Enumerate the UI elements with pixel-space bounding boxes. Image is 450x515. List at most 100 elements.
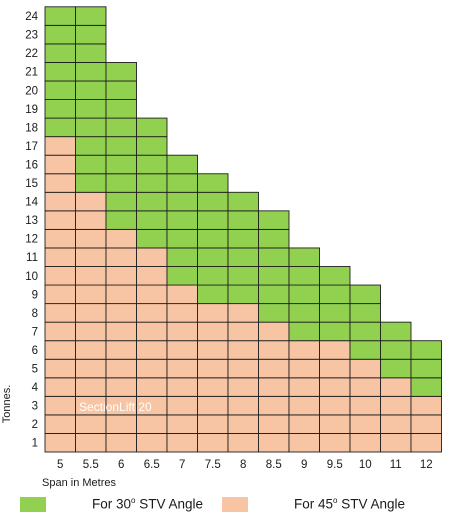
cell-30-span-5-t21: [44, 62, 76, 82]
cell-30-span-10-t9: [349, 284, 381, 305]
cell-30-span-5.5-t23: [75, 24, 107, 45]
cell-30-span-6-t21: [105, 62, 137, 82]
cell-30-span-5-t24: [44, 6, 76, 26]
cell-45-span-5-t4: [44, 377, 76, 397]
cell-45-span-9-t2: [288, 414, 320, 434]
cell-30-span-11-t6: [380, 340, 412, 360]
cell-45-span-8-t1: [227, 433, 259, 453]
cell-30-span-9.5-t7: [319, 321, 351, 342]
cell-30-span-9-t11: [288, 247, 320, 267]
cell-45-span-6-t6: [105, 340, 137, 360]
cell-30-span-6.5-t14: [136, 191, 168, 212]
y-tick-label: 2: [32, 419, 38, 431]
cell-30-span-7-t16: [166, 154, 198, 175]
cell-45-span-9-t6: [288, 340, 320, 360]
cell-45-span-6.5-t4: [136, 377, 168, 397]
cell-45-span-6-t9: [105, 284, 137, 305]
cell-30-span-9.5-t10: [319, 266, 351, 286]
cell-45-span-8.5-t3: [258, 395, 290, 416]
x-tick-label: 9: [301, 459, 307, 471]
cell-45-span-5.5-t10: [75, 266, 107, 286]
cell-30-span-9-t10: [288, 266, 320, 286]
cell-30-span-10-t8: [349, 303, 381, 323]
cell-45-span-8.5-t4: [258, 377, 290, 397]
cell-30-span-5-t22: [44, 43, 76, 63]
cell-30-span-5.5-t18: [75, 117, 107, 138]
cell-30-span-8-t13: [227, 210, 259, 230]
x-tick-label: 6: [118, 459, 124, 471]
y-tick-label: 24: [25, 11, 38, 23]
cell-45-span-8-t2: [227, 414, 259, 434]
cell-45-span-5-t2: [44, 414, 76, 434]
x-tick-label: 7: [179, 459, 185, 471]
cell-45-span-9.5-t4: [319, 377, 351, 397]
cell-30-span-9-t9: [288, 284, 320, 305]
y-tick-label: 5: [32, 364, 38, 376]
cell-30-span-9.5-t9: [319, 284, 351, 305]
cell-45-span-5-t5: [44, 358, 76, 379]
cell-45-span-8.5-t2: [258, 414, 290, 434]
cell-30-span-6-t13: [105, 210, 137, 230]
cell-45-span-7-t2: [166, 414, 198, 434]
cell-45-span-5-t12: [44, 228, 76, 249]
cell-45-span-8.5-t7: [258, 321, 290, 342]
cell-45-span-6.5-t10: [136, 266, 168, 286]
cell-30-span-7.5-t11: [197, 247, 229, 267]
cell-30-span-5-t20: [44, 80, 76, 100]
cell-45-span-6-t1: [105, 433, 137, 453]
cell-45-span-10-t1: [349, 433, 381, 453]
y-tick-label: 13: [25, 215, 38, 227]
cell-45-span-10-t4: [349, 377, 381, 397]
cell-30-span-12-t4: [410, 377, 442, 397]
cell-30-span-8.5-t11: [258, 247, 290, 267]
cell-30-span-6.5-t16: [136, 154, 168, 175]
cell-30-span-10-t6: [349, 340, 381, 360]
cell-45-span-6.5-t11: [136, 247, 168, 267]
cell-45-span-9.5-t2: [319, 414, 351, 434]
cell-45-span-9.5-t5: [319, 358, 351, 379]
cell-45-span-6.5-t6: [136, 340, 168, 360]
cell-45-span-5.5-t7: [75, 321, 107, 342]
y-tick-label: 3: [32, 401, 38, 413]
cell-30-span-12-t6: [410, 340, 442, 360]
cell-45-span-5.5-t2: [75, 414, 107, 434]
cell-45-span-5-t8: [44, 303, 76, 323]
x-tick-label: 9.5: [327, 459, 343, 471]
cell-45-span-5.5-t11: [75, 247, 107, 267]
cell-45-span-7.5-t8: [197, 303, 229, 323]
cell-45-span-6-t10: [105, 266, 137, 286]
cell-45-span-6.5-t1: [136, 433, 168, 453]
cell-30-span-6.5-t13: [136, 210, 168, 230]
cell-45-span-7.5-t2: [197, 414, 229, 434]
cell-45-span-5.5-t8: [75, 303, 107, 323]
y-tick-label: 9: [32, 289, 38, 301]
cell-45-span-5.5-t14: [75, 191, 107, 212]
cell-30-span-6-t17: [105, 136, 137, 156]
cell-45-span-9-t4: [288, 377, 320, 397]
cell-30-span-7-t13: [166, 210, 198, 230]
cell-45-span-7-t8: [166, 303, 198, 323]
x-tick-label: 5: [57, 459, 63, 471]
cell-45-span-7.5-t7: [197, 321, 229, 342]
cell-45-span-7.5-t5: [197, 358, 229, 379]
y-tick-label: 21: [25, 67, 38, 79]
cell-45-span-9-t5: [288, 358, 320, 379]
y-tick-label: 12: [25, 234, 38, 246]
cell-30-span-8.5-t10: [258, 266, 290, 286]
x-tick-label: 6.5: [144, 459, 160, 471]
cell-30-span-8.5-t12: [258, 228, 290, 249]
cell-45-span-8-t3: [227, 395, 259, 416]
x-tick-label: 11: [390, 459, 402, 471]
cell-45-span-6-t8: [105, 303, 137, 323]
x-tick-label: 5.5: [83, 459, 99, 471]
y-tick-label: 23: [25, 30, 38, 42]
cell-30-span-5-t23: [44, 24, 76, 45]
cell-30-span-7.5-t14: [197, 191, 229, 212]
cell-45-span-9.5-t1: [319, 433, 351, 453]
cell-30-span-8.5-t13: [258, 210, 290, 230]
cell-30-span-8-t9: [227, 284, 259, 305]
cell-30-span-8-t11: [227, 247, 259, 267]
y-tick-label: 14: [25, 197, 38, 209]
cell-30-span-6.5-t12: [136, 228, 168, 249]
cell-45-span-6-t4: [105, 377, 137, 397]
